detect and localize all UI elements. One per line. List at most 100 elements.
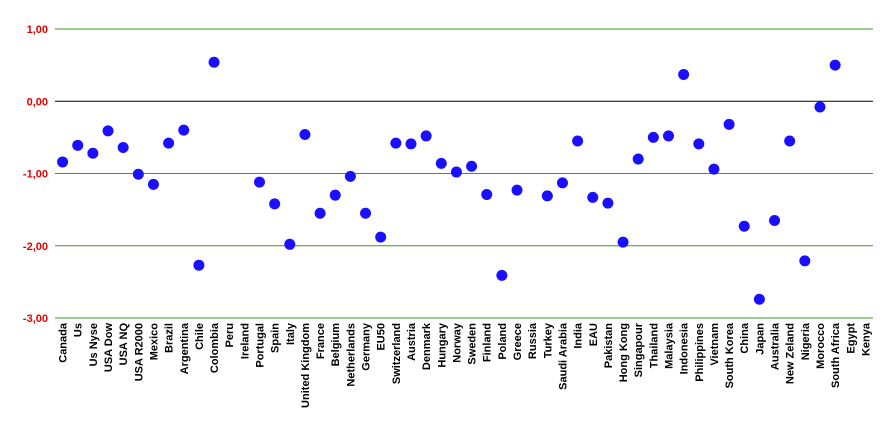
point — [738, 220, 750, 232]
point — [693, 138, 705, 150]
x-tick-label: Hong Kong — [618, 323, 630, 382]
x-tick-label: United Kingdom — [300, 323, 312, 408]
point — [572, 135, 584, 147]
x-tick-label: USA R2000 — [133, 323, 145, 381]
x-tick-label: Greece — [512, 323, 524, 360]
y-tick-label: 0,00 — [27, 96, 48, 108]
x-tick-label: Egypt — [845, 323, 857, 354]
x-tick-label: Russia — [527, 322, 539, 359]
x-tick-label: Vietnam — [709, 323, 721, 366]
point — [57, 156, 69, 168]
x-tick-label: Malaysia — [664, 322, 676, 369]
x-tick-label: Nigeria — [800, 322, 812, 360]
x-tick-label: EAU — [588, 323, 600, 346]
x-tick-label: Brazil — [164, 323, 176, 353]
point — [511, 184, 523, 196]
point — [360, 207, 372, 219]
point — [769, 214, 781, 226]
x-tick-label: Philippines — [694, 323, 706, 382]
point — [829, 59, 841, 71]
x-tick-label: Mexico — [148, 323, 160, 361]
point — [132, 168, 144, 180]
point — [784, 135, 796, 147]
point — [678, 69, 690, 81]
point — [496, 269, 508, 281]
x-tick-label: Netherlands — [345, 323, 357, 387]
point — [344, 170, 356, 182]
point — [284, 238, 296, 250]
x-tick-label: Chile — [194, 323, 206, 350]
x-tick-label: USA NQ — [118, 323, 130, 366]
x-tick-label: Australia — [770, 322, 782, 370]
point — [602, 197, 614, 209]
y-tick-label: -3,00 — [23, 313, 48, 325]
x-tick-label: Peru — [224, 323, 236, 347]
x-tick-label: Singapour — [633, 322, 645, 377]
x-tick-label: Portugal — [255, 323, 267, 368]
point — [708, 163, 720, 175]
point — [375, 231, 387, 243]
x-tick-label: Germany — [361, 322, 373, 371]
x-tick-label: New Zeland — [785, 323, 797, 384]
x-tick-label: Poland — [497, 323, 509, 360]
point — [632, 153, 644, 165]
x-tick-label: Saudi Arabia — [557, 322, 569, 390]
x-tick-label: Us Nyse — [88, 323, 100, 366]
point — [163, 137, 175, 149]
x-tick-label: Indonesia — [679, 322, 691, 374]
x-tick-label: Italy — [285, 322, 297, 345]
y-tick-label: -2,00 — [23, 241, 48, 253]
point — [556, 177, 568, 189]
point — [405, 138, 417, 150]
point — [420, 130, 432, 142]
x-tick-label: Kenya — [860, 322, 872, 356]
point — [814, 101, 826, 113]
x-tick-label: China — [739, 322, 751, 353]
x-tick-label: Spain — [270, 323, 282, 353]
point — [617, 236, 629, 248]
point — [254, 176, 265, 188]
point — [541, 190, 553, 202]
x-tick-label: Ireland — [239, 323, 251, 359]
x-tick-label: Turkey — [542, 322, 554, 358]
point — [178, 124, 190, 136]
x-tick-label: Canada — [58, 322, 70, 363]
point — [450, 166, 462, 178]
point — [329, 189, 341, 201]
x-tick-label: South Africa — [830, 322, 842, 388]
x-tick-label: EU50 — [376, 323, 388, 351]
y-tick-label: 1,00 — [27, 24, 48, 36]
x-tick-label: Hungary — [436, 322, 448, 368]
x-tick-label: France — [315, 323, 327, 359]
point — [147, 178, 159, 190]
x-tick-label: Belgium — [330, 323, 342, 367]
point — [87, 147, 99, 159]
point — [753, 293, 765, 305]
x-tick-label: Norway — [451, 322, 463, 363]
point — [208, 56, 220, 68]
x-tick-label: Colombia — [209, 322, 221, 373]
x-tick-label: Switzerland — [391, 323, 403, 384]
point — [193, 259, 205, 271]
x-tick-label: Us — [73, 323, 85, 337]
x-tick-label: USA Dow — [103, 323, 115, 373]
point — [663, 130, 674, 142]
point — [72, 139, 84, 151]
point — [799, 255, 811, 267]
point — [481, 188, 493, 200]
x-tick-label: Argentina — [179, 322, 191, 374]
x-tick-label: South Korea — [724, 322, 736, 388]
point — [314, 207, 326, 219]
y-tick-label: -1,00 — [23, 169, 48, 181]
point — [435, 157, 447, 169]
x-tick-label: Denmark — [421, 322, 433, 370]
x-tick-label: Pakistan — [603, 323, 615, 369]
x-tick-label: Sweden — [467, 323, 479, 365]
x-tick-label: Austria — [406, 322, 418, 361]
x-tick-label: India — [573, 322, 585, 349]
point — [269, 198, 281, 210]
point — [587, 191, 599, 203]
x-tick-label: Finland — [482, 323, 494, 362]
point — [647, 131, 659, 143]
